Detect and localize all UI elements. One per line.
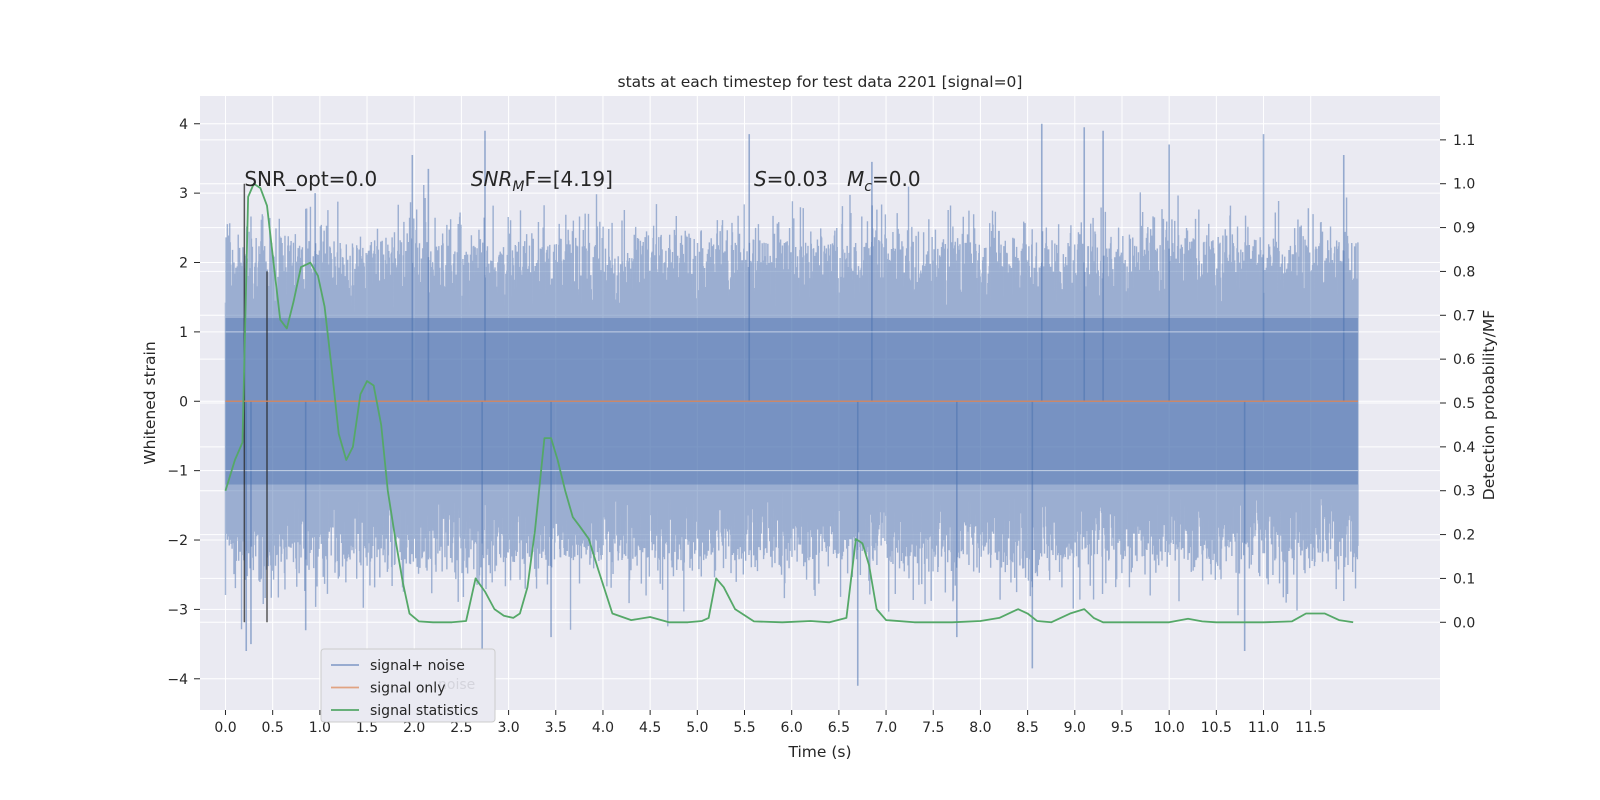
annotations: SNR_opt=0.0 SNRMF=[4.19] S=0.03 Mc=0.0	[244, 167, 920, 195]
y-tick-label: −4	[167, 672, 188, 688]
y-right-tick-label: 0.3	[1453, 484, 1475, 500]
y-axis-label-left: Whitened strain	[141, 341, 159, 464]
signal-statistics-line	[224, 182, 1354, 624]
legend: noise signal+ noise signal only signal sta…	[320, 648, 496, 723]
legend-box	[320, 648, 496, 723]
legend-label: signal only	[370, 681, 445, 697]
x-tick-label: 5.0	[686, 720, 708, 736]
x-tick-label: 4.5	[639, 720, 661, 736]
x-tick-label: 0.5	[262, 720, 284, 736]
x-tick-label: 1.5	[356, 720, 378, 736]
y-right-tick-label: 1.0	[1453, 177, 1475, 193]
x-tick-label: 11.5	[1295, 720, 1326, 736]
legend-label: signal+ noise	[370, 658, 465, 674]
axis-ticks: 0.0 0.5 1.0 1.5 2.0 2.5 3.0 3.5 4.0 4.5 5.0 5.5 6.0 6…	[167, 117, 1475, 736]
x-tick-label: 3.5	[545, 720, 567, 736]
x-tick-label: 4.0	[592, 720, 614, 736]
x-tick-label: 8.5	[1016, 720, 1038, 736]
y-right-tick-label: 0.7	[1453, 308, 1475, 324]
chart-title: stats at each timestep for test data 220…	[618, 73, 1023, 91]
series-lines	[224, 182, 1358, 624]
x-tick-label: 2.0	[403, 720, 425, 736]
y-tick-label: −3	[167, 602, 188, 618]
x-tick-label: 6.0	[781, 720, 803, 736]
x-tick-label: 10.5	[1201, 720, 1232, 736]
y-right-tick-label: 1.1	[1453, 133, 1475, 149]
x-tick-label: 10.0	[1154, 720, 1185, 736]
y-right-tick-label: 0.9	[1453, 221, 1475, 237]
legend-items: signal+ noise signal only signal statistic…	[331, 658, 478, 719]
annotation-s-mc: S=0.03 Mc=0.0	[754, 167, 921, 195]
y-tick-label: 2	[179, 256, 188, 272]
x-tick-label: 7.0	[875, 720, 897, 736]
x-tick-label: 3.0	[497, 720, 519, 736]
y-right-tick-label: 0.5	[1453, 396, 1475, 412]
noise-trace	[224, 185, 1359, 630]
y-tick-label: 0	[179, 394, 188, 410]
y-right-tick-label: 0.1	[1453, 571, 1475, 587]
y-right-tick-label: 0.2	[1453, 528, 1475, 544]
x-tick-label: 0.0	[214, 720, 236, 736]
y-tick-label: 1	[179, 325, 188, 341]
vertical-markers	[243, 183, 268, 623]
x-tick-label: 6.5	[828, 720, 850, 736]
x-tick-label: 5.5	[733, 720, 755, 736]
x-tick-label: 9.0	[1064, 720, 1086, 736]
y-tick-label: 4	[179, 117, 188, 133]
y-tick-label: 3	[179, 186, 188, 202]
x-tick-label: 2.5	[450, 720, 472, 736]
annotation-snr-mf: SNRMF=[4.19]	[471, 167, 613, 195]
annotation-snr-opt: SNR_opt=0.0	[244, 167, 377, 191]
x-tick-label: 9.5	[1111, 720, 1133, 736]
x-tick-label: 11.0	[1248, 720, 1279, 736]
x-axis-label: Time (s)	[787, 743, 851, 761]
y-right-tick-label: 0.8	[1453, 264, 1475, 280]
y-axis-label-right: Detection probability/MF	[1480, 310, 1498, 501]
legend-label: signal statistics	[370, 703, 478, 719]
legend-ghost-text: noise	[438, 677, 475, 693]
y-tick-label: −1	[167, 464, 188, 480]
y-right-tick-label: 0.6	[1453, 352, 1475, 368]
x-tick-label: 1.0	[309, 720, 331, 736]
noise-peaks	[245, 123, 1345, 686]
y-tick-label: −2	[167, 533, 188, 549]
y-right-tick-label: 0.4	[1453, 440, 1475, 456]
x-tick-label: 8.0	[969, 720, 991, 736]
x-tick-label: 7.5	[922, 720, 944, 736]
y-right-tick-label: 0.0	[1453, 615, 1475, 631]
